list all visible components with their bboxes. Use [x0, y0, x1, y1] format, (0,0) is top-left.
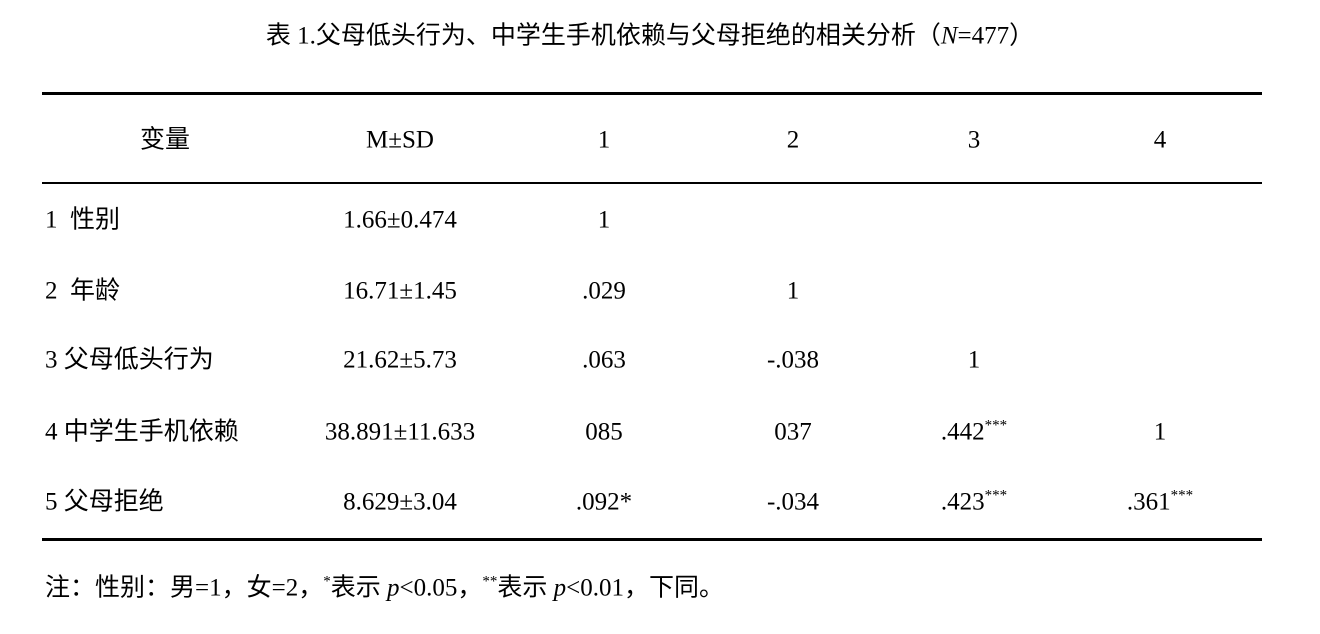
- cell-sup: ***: [984, 417, 1008, 434]
- cell: 1: [967, 346, 981, 374]
- cell: -.034: [766, 488, 820, 516]
- cell: 1: [597, 206, 611, 234]
- note-text: p: [386, 574, 400, 602]
- cell: .361***: [1126, 487, 1194, 516]
- row-label: 4 中学生手机依赖: [45, 418, 239, 446]
- cell-sup: ***: [984, 487, 1008, 504]
- cell: .442***: [940, 417, 1008, 446]
- cell: 085: [585, 418, 623, 446]
- top-rule: [42, 92, 1262, 95]
- title-text: 表 1.父母低头行为、中学生手机依赖与父母拒绝的相关分析（: [265, 22, 941, 50]
- cell-text: .361: [1126, 488, 1171, 516]
- header-cell: 1: [597, 126, 611, 154]
- title-n: N: [940, 22, 958, 50]
- header-cell: 变量: [139, 126, 191, 154]
- header-cell: 4: [1153, 126, 1167, 154]
- row-label: 1 性别: [45, 206, 121, 234]
- cell: .423***: [940, 487, 1008, 516]
- header-cell: M±SD: [366, 126, 434, 154]
- cell: 8.629±3.04: [343, 488, 457, 516]
- cell: 16.71±1.45: [343, 277, 457, 305]
- cell: 1.66±0.474: [343, 206, 457, 234]
- cell: .029: [582, 277, 626, 305]
- row-label: 2 年龄: [45, 277, 121, 305]
- note-text: 注：性别：男=1，女=2，: [45, 574, 324, 602]
- row-label: 5 父母拒绝: [45, 488, 164, 516]
- note-text: *: [323, 573, 331, 590]
- cell: 1: [786, 277, 800, 305]
- header-rule: [42, 182, 1262, 184]
- cell: 037: [774, 418, 812, 446]
- note-text: p: [553, 574, 567, 602]
- header-cell: 3: [967, 126, 981, 154]
- cell-sup: ***: [1170, 487, 1194, 504]
- cell: .092*: [575, 488, 633, 516]
- cell: -.038: [766, 346, 820, 374]
- header-cell: 2: [786, 126, 800, 154]
- cell: 38.891±11.633: [324, 418, 476, 446]
- note-text: 表示: [497, 574, 554, 602]
- note-text: **: [482, 573, 498, 590]
- bottom-rule: [42, 538, 1262, 541]
- row-label: 3 父母低头行为: [45, 346, 214, 374]
- cell: 1: [1153, 418, 1167, 446]
- title-text: =477）: [957, 22, 1035, 50]
- note-text: <0.01，下同。: [566, 574, 724, 602]
- title: 表 1.父母低头行为、中学生手机依赖与父母拒绝的相关分析（N=477）: [266, 24, 1034, 49]
- note: 注：性别：男=1，女=2，*表示 p<0.05，**表示 p<0.01，下同。: [45, 573, 724, 602]
- note-text: <0.05，: [399, 574, 483, 602]
- cell-text: .423: [940, 488, 985, 516]
- note-text: 表示: [330, 574, 387, 602]
- cell-text: .442: [940, 418, 985, 446]
- cell: 21.62±5.73: [343, 346, 457, 374]
- cell: .063: [582, 346, 626, 374]
